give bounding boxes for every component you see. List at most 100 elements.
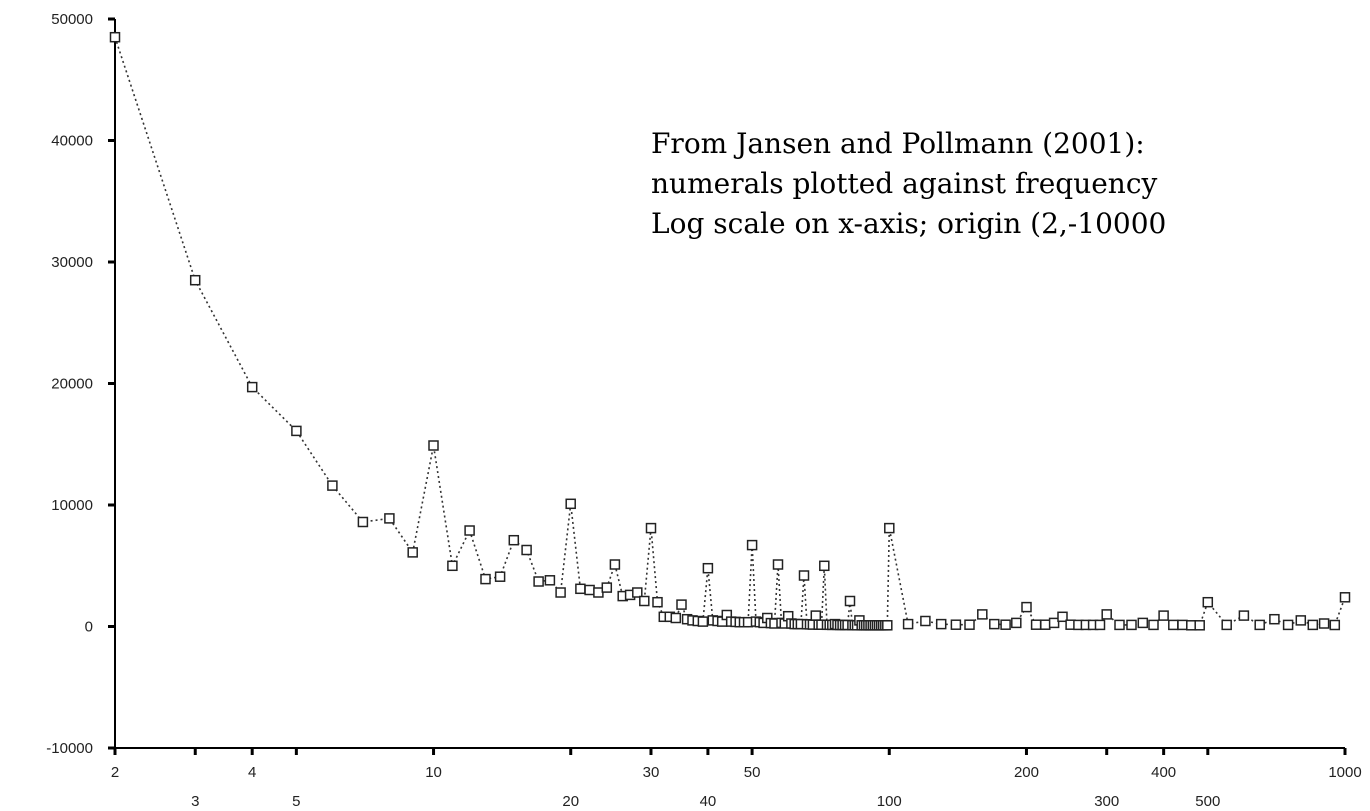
data-point xyxy=(1295,615,1307,626)
annotation-line-1: From Jansen and Pollmann (2001): xyxy=(651,127,1145,160)
data-point xyxy=(639,595,650,607)
data-point xyxy=(480,573,491,585)
data-point xyxy=(844,595,856,607)
data-point xyxy=(810,610,822,621)
data-point xyxy=(1137,617,1149,629)
y-tick-label: 50000 xyxy=(51,11,93,28)
data-point xyxy=(357,516,369,528)
data-point xyxy=(1221,619,1232,631)
data-point xyxy=(1282,619,1294,631)
data-point xyxy=(246,381,258,393)
data-point xyxy=(291,425,302,437)
data-point xyxy=(327,480,338,491)
data-point xyxy=(902,618,914,630)
data-point xyxy=(464,525,475,536)
data-point xyxy=(989,618,1000,630)
data-point xyxy=(1048,617,1060,629)
x-tick-label: 50 xyxy=(744,764,761,781)
data-point xyxy=(555,587,566,598)
data-point xyxy=(407,547,418,558)
data-point xyxy=(884,522,895,534)
data-point xyxy=(1158,610,1169,621)
x-tick-label: 4 xyxy=(248,764,256,781)
data-point xyxy=(508,534,520,546)
x-tick-label: 400 xyxy=(1151,764,1176,781)
data-point xyxy=(189,274,201,286)
x-tick-label: 100 xyxy=(877,793,902,810)
data-point xyxy=(1339,592,1351,603)
x-tick-label: 30 xyxy=(643,764,660,781)
annotation: From Jansen and Pollmann (2001): numeral… xyxy=(651,127,1166,240)
data-point xyxy=(428,440,439,451)
series-markers xyxy=(109,31,1351,631)
data-point xyxy=(494,571,506,582)
data-point xyxy=(798,570,810,581)
data-point xyxy=(1202,596,1214,608)
data-point xyxy=(109,31,121,43)
data-point xyxy=(1057,611,1068,623)
data-point xyxy=(746,539,758,551)
data-point xyxy=(1148,619,1159,631)
x-tick-label: 20 xyxy=(562,793,579,810)
x-tick-label: 10 xyxy=(425,764,442,781)
data-point xyxy=(1030,619,1042,630)
data-point xyxy=(1021,601,1032,613)
x-tick-label: 3 xyxy=(191,793,199,810)
y-tick-label: 0 xyxy=(85,619,93,636)
data-point xyxy=(1307,619,1319,631)
data-point xyxy=(1094,619,1106,631)
data-point xyxy=(1168,619,1179,631)
data-point xyxy=(1238,610,1250,621)
data-point xyxy=(609,559,621,570)
data-point xyxy=(645,522,657,534)
data-point xyxy=(935,618,947,630)
data-point xyxy=(819,560,830,572)
data-point xyxy=(1000,619,1011,630)
data-point xyxy=(1114,619,1125,631)
data-point xyxy=(565,498,576,510)
y-tick-label: 40000 xyxy=(51,133,93,150)
x-tick-label: 2 xyxy=(111,764,119,781)
data-point xyxy=(533,576,544,587)
y-tick-label: 10000 xyxy=(51,497,93,514)
y-tick-label: 20000 xyxy=(51,376,93,393)
y-tick-label: 30000 xyxy=(51,254,93,271)
data-point xyxy=(1101,609,1112,620)
data-point xyxy=(1269,613,1280,625)
x-tick-label: 300 xyxy=(1094,793,1119,810)
data-point xyxy=(584,584,595,596)
annotation-line-2: numerals plotted against frequency xyxy=(651,167,1158,200)
data-point xyxy=(1126,619,1137,631)
data-point xyxy=(1254,619,1265,631)
data-point xyxy=(1329,619,1341,631)
data-point xyxy=(670,612,682,624)
x-tick-label: 200 xyxy=(1014,764,1039,781)
data-point xyxy=(1011,617,1022,629)
data-point xyxy=(384,513,395,524)
data-point xyxy=(977,609,988,620)
data-point xyxy=(575,583,586,595)
x-tick-label: 40 xyxy=(700,793,717,810)
data-point xyxy=(702,562,714,574)
data-point xyxy=(632,587,643,598)
axes: 50000 40000 30000 20000 10000 0 -10000 2 3 4 5 10 20… xyxy=(46,11,1361,810)
data-point xyxy=(1194,620,1205,631)
x-tick-label: 5 xyxy=(292,793,300,810)
data-point xyxy=(447,560,458,572)
data-point xyxy=(544,575,556,586)
data-point xyxy=(1040,619,1051,630)
data-point xyxy=(1318,618,1330,629)
y-tick-label: -10000 xyxy=(46,740,93,757)
data-point xyxy=(964,619,975,630)
x-tick-label: 1000 xyxy=(1328,764,1361,781)
data-point xyxy=(652,596,663,608)
data-point xyxy=(920,615,931,627)
x-tick-label: 500 xyxy=(1195,793,1220,810)
data-point xyxy=(882,620,893,631)
series-line xyxy=(114,36,1346,627)
data-point xyxy=(1177,619,1188,631)
data-point xyxy=(676,599,687,610)
data-point xyxy=(772,559,784,570)
data-point xyxy=(601,582,613,593)
